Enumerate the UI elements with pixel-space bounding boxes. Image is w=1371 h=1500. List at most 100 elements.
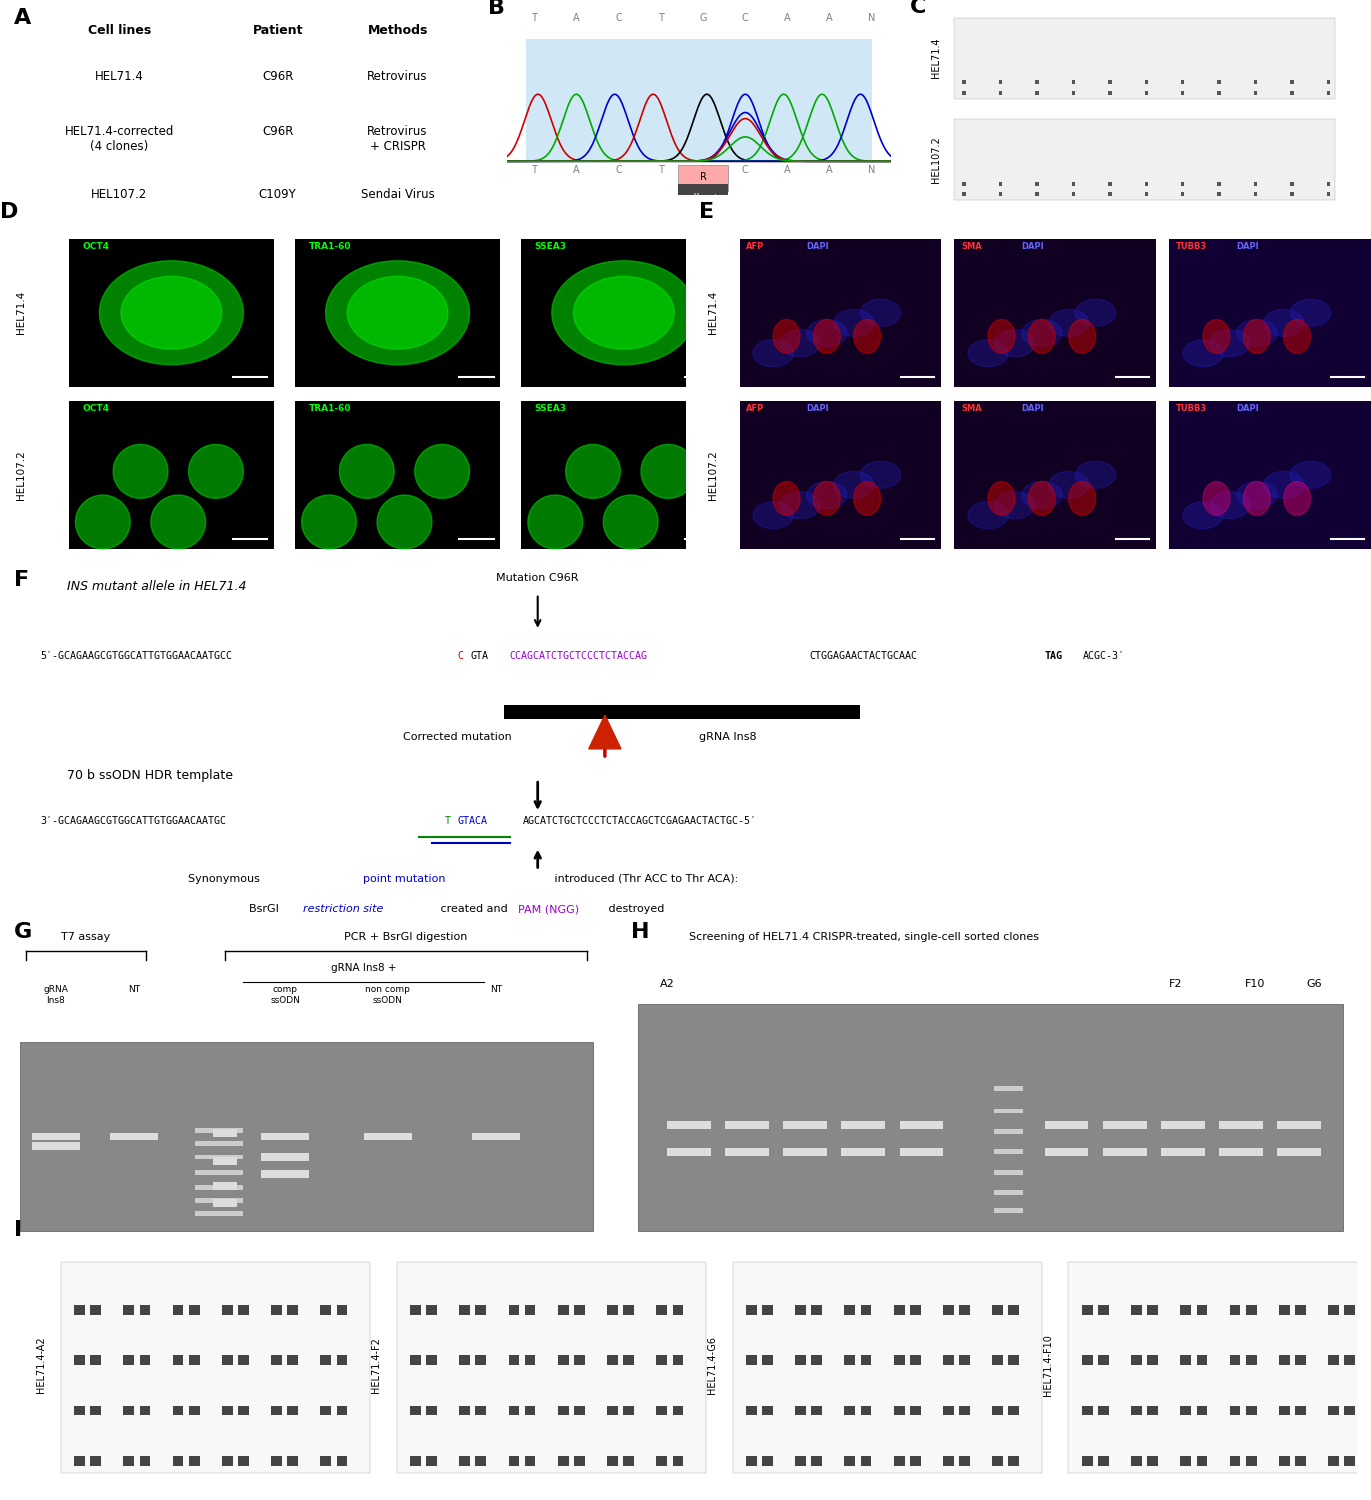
Bar	[1131, 1356, 1142, 1365]
Bar	[845, 1305, 856, 1314]
Bar	[426, 1406, 437, 1416]
Bar	[673, 1456, 683, 1466]
Bar	[74, 1456, 85, 1466]
Bar	[1131, 1305, 1142, 1314]
Bar	[762, 1305, 773, 1314]
Bar	[999, 90, 1002, 94]
Bar	[994, 1190, 1023, 1196]
Text: CTGGAGAACTACTGCAAC: CTGGAGAACTACTGCAAC	[809, 651, 917, 662]
Bar	[1072, 192, 1075, 196]
Bar	[140, 1406, 151, 1416]
Polygon shape	[340, 444, 395, 498]
Polygon shape	[968, 340, 1008, 366]
Text: GTA: GTA	[470, 651, 488, 662]
Bar	[213, 1156, 237, 1166]
Bar	[899, 1149, 943, 1156]
Bar	[1253, 90, 1257, 94]
Bar	[74, 1406, 85, 1416]
Text: DAPI: DAPI	[1237, 242, 1260, 250]
Polygon shape	[834, 471, 873, 498]
Bar	[140, 1356, 151, 1365]
Bar	[410, 1305, 421, 1314]
Bar	[1230, 1406, 1241, 1416]
Bar	[1296, 1356, 1305, 1365]
Text: I: I	[14, 1220, 22, 1240]
Bar	[607, 1406, 618, 1416]
Polygon shape	[1209, 492, 1250, 519]
Bar	[1145, 81, 1148, 84]
Bar	[1230, 1356, 1241, 1365]
Bar	[739, 238, 941, 387]
Bar	[1009, 1305, 1019, 1314]
Bar	[1098, 1305, 1109, 1314]
Text: Patient: Patient	[252, 24, 303, 38]
Text: point mutation: point mutation	[363, 873, 446, 883]
Text: DAPI: DAPI	[1021, 242, 1045, 250]
Text: F10: F10	[1245, 980, 1265, 988]
Bar	[962, 192, 967, 196]
Polygon shape	[603, 495, 658, 549]
Bar	[1327, 182, 1330, 186]
Bar	[910, 1356, 921, 1365]
Text: TUBB3: TUBB3	[1176, 242, 1208, 250]
Bar	[1108, 192, 1112, 196]
Bar	[762, 1356, 773, 1365]
Polygon shape	[1209, 330, 1250, 357]
Bar	[1082, 1456, 1093, 1466]
Bar	[32, 1132, 80, 1140]
Bar	[363, 1132, 411, 1140]
Text: destroyed: destroyed	[605, 904, 665, 914]
Bar	[271, 1305, 282, 1314]
Bar	[1197, 1406, 1208, 1416]
Text: T: T	[444, 816, 451, 827]
Bar	[861, 1305, 872, 1314]
Bar	[509, 1406, 520, 1416]
Bar	[1279, 1305, 1290, 1314]
Text: E: E	[699, 201, 714, 222]
Bar	[607, 1305, 618, 1314]
Bar	[509, 1305, 520, 1314]
Polygon shape	[1028, 482, 1056, 514]
Bar	[668, 1149, 710, 1156]
Text: T: T	[658, 13, 664, 22]
Bar	[1045, 1122, 1089, 1130]
Bar	[1180, 1456, 1191, 1466]
Bar	[638, 1005, 1342, 1232]
Bar	[1072, 81, 1075, 84]
Bar	[1328, 1305, 1339, 1314]
Bar	[271, 1356, 282, 1365]
Text: A: A	[827, 13, 834, 22]
Bar	[213, 1182, 237, 1190]
Text: D: D	[0, 201, 18, 222]
Bar	[213, 1198, 237, 1206]
Bar	[657, 1406, 668, 1416]
Polygon shape	[1243, 320, 1271, 352]
Bar	[521, 238, 727, 387]
Text: SMA: SMA	[961, 242, 982, 250]
Polygon shape	[1049, 309, 1089, 336]
Text: C: C	[910, 0, 927, 18]
Bar	[525, 1356, 536, 1365]
Bar	[673, 1406, 683, 1416]
Text: HEL71.4-F10: HEL71.4-F10	[1043, 1334, 1053, 1396]
Polygon shape	[1028, 320, 1056, 352]
Bar	[1290, 182, 1294, 186]
Bar	[812, 1406, 823, 1416]
Bar	[746, 1305, 757, 1314]
Bar	[1045, 1149, 1089, 1156]
Bar	[195, 1185, 243, 1190]
Text: N: N	[868, 13, 876, 22]
Bar	[222, 1305, 233, 1314]
Bar	[795, 1305, 806, 1314]
Polygon shape	[553, 261, 695, 364]
Bar	[657, 1356, 668, 1365]
Bar	[657, 1305, 668, 1314]
Text: gRNA Ins8: gRNA Ins8	[699, 732, 757, 742]
Bar	[943, 1456, 954, 1466]
Bar	[288, 1356, 298, 1365]
Bar	[943, 1305, 954, 1314]
Text: gRNA
Ins8: gRNA Ins8	[44, 986, 69, 1005]
Text: 70 b ssODN HDR template: 70 b ssODN HDR template	[67, 770, 233, 782]
Bar	[1161, 1122, 1205, 1130]
Text: TRA1-60: TRA1-60	[308, 404, 351, 412]
